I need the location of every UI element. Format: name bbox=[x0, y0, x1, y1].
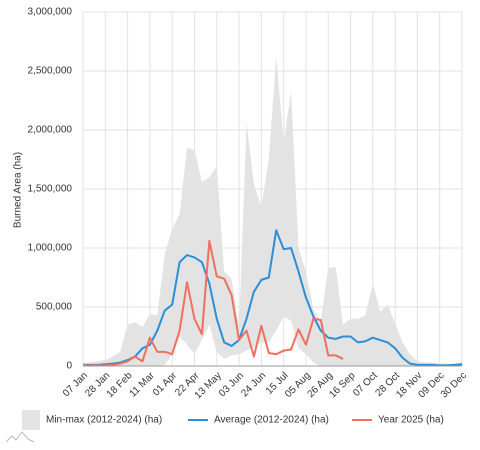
y-tick-label: 1,500,000 bbox=[28, 184, 73, 195]
min-max-band bbox=[83, 56, 462, 367]
y-tick-label: 2,000,000 bbox=[28, 125, 73, 136]
y-tick-label: 500,000 bbox=[36, 302, 73, 313]
legend-swatch bbox=[22, 410, 40, 430]
y-tick-label: 3,000,000 bbox=[28, 7, 73, 18]
x-tick-label: 16 Sep bbox=[327, 370, 357, 400]
x-tick-label: 24 Jun bbox=[239, 370, 268, 399]
logo bbox=[5, 431, 35, 443]
legend-label: Average (2012-2024) (ha) bbox=[214, 415, 329, 426]
x-tick-label: 11 Mar bbox=[128, 370, 158, 400]
logo-icon bbox=[5, 431, 35, 443]
series-line bbox=[83, 239, 344, 367]
legend-label: Min-max (2012-2024) (ha) bbox=[46, 415, 162, 426]
legend-label: Year 2025 (ha) bbox=[378, 415, 444, 426]
y-tick-label: 1,000,000 bbox=[28, 243, 73, 254]
y-axis-label: Burned Area (ha) bbox=[13, 152, 24, 228]
y-tick-label: 0 bbox=[66, 361, 72, 372]
y-tick-label: 2,500,000 bbox=[28, 66, 73, 77]
